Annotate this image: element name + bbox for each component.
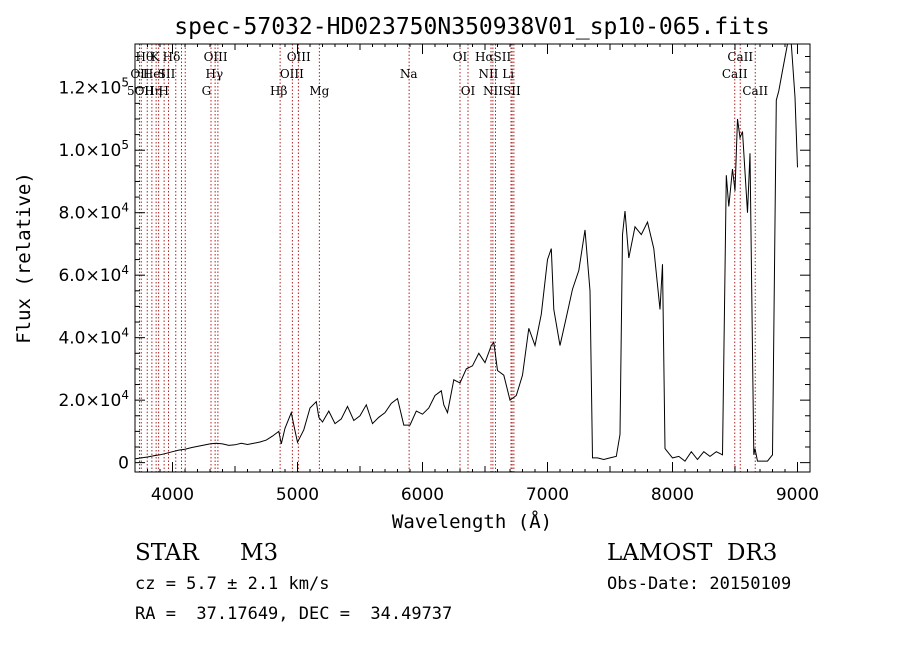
line-marker-label: HαSII (475, 50, 512, 64)
y-tick-label: 2.0×104 (58, 388, 129, 411)
x-axis-label: Wavelength (Å) (392, 510, 552, 533)
y-axis-label: Flux (relative) (13, 172, 35, 344)
coordinates-text: RA = 37.17649, DEC = 34.49737 (135, 604, 452, 624)
line-marker-label: K (151, 50, 161, 64)
x-tick-label: 4000 (151, 485, 194, 505)
line-marker-label: OI (461, 84, 476, 98)
line-marker-label: G (202, 84, 212, 98)
survey-name: LAMOST DR3 (607, 540, 777, 566)
y-tick-label: 4.0×104 (58, 326, 129, 349)
line-marker-label: CaII (742, 84, 768, 98)
line-marker-label: OI (453, 50, 468, 64)
y-tick-label: 1.2×105 (58, 76, 129, 99)
redshift-text: cz = 5.7 ± 2.1 km/s (135, 574, 329, 594)
x-tick-label: 8000 (651, 485, 694, 505)
line-marker-label: Hθ (136, 50, 154, 64)
object-class: STAR (135, 540, 199, 566)
line-marker-label: CaII (722, 67, 748, 81)
x-tick-label: 5000 (276, 485, 319, 505)
y-axis: 0 2.0×104 4.0×104 6.0×104 8.0×104 1.0×105 1.2×… (58, 55, 810, 474)
line-marker-label: Mg (309, 84, 329, 98)
line-marker-label: H (159, 84, 169, 98)
x-tick-label: 9000 (776, 485, 819, 505)
line-marker-label: Na (400, 67, 418, 81)
plot-frame (134, 43, 811, 473)
line-marker-label: Hβ (270, 84, 287, 98)
info-panel: STAR M3 LAMOST DR3 cz = 5.7 ± 2.1 km/s O… (135, 540, 791, 624)
x-axis: 4000 5000 6000 7000 8000 9000 (134, 44, 819, 505)
line-marker-label: OIII (280, 67, 304, 81)
y-tick-label: 1.0×105 (58, 138, 129, 161)
line-marker-label: NIISII (483, 84, 521, 98)
line-marker-label: HeI (143, 67, 166, 81)
line-marker-label: NII Li (478, 67, 514, 81)
line-marker-label: SII (158, 67, 176, 81)
line-marker-label: Hγ (206, 67, 224, 81)
line-marker-label: 5OII (127, 84, 154, 98)
y-tick-label: 0 (118, 454, 129, 474)
x-tick-label: 6000 (401, 485, 444, 505)
line-markers (139, 44, 756, 472)
line-marker-label: CaII (727, 50, 753, 64)
spectrum-line (134, 43, 798, 462)
obs-date-text: Obs-Date: 20150109 (607, 574, 791, 594)
y-tick-label: 8.0×104 (58, 201, 129, 224)
line-marker-label: OIII (204, 50, 228, 64)
x-tick-label: 7000 (526, 485, 569, 505)
line-marker-label: Hη (144, 84, 162, 98)
chart-title: spec-57032-HD023750N350938V01_sp10-065.f… (174, 14, 769, 40)
y-tick-label: 6.0×104 (58, 263, 129, 286)
line-marker-label: OIII (287, 50, 311, 64)
line-marker-label: Hδ (163, 50, 181, 64)
object-subclass: M3 (240, 540, 278, 566)
